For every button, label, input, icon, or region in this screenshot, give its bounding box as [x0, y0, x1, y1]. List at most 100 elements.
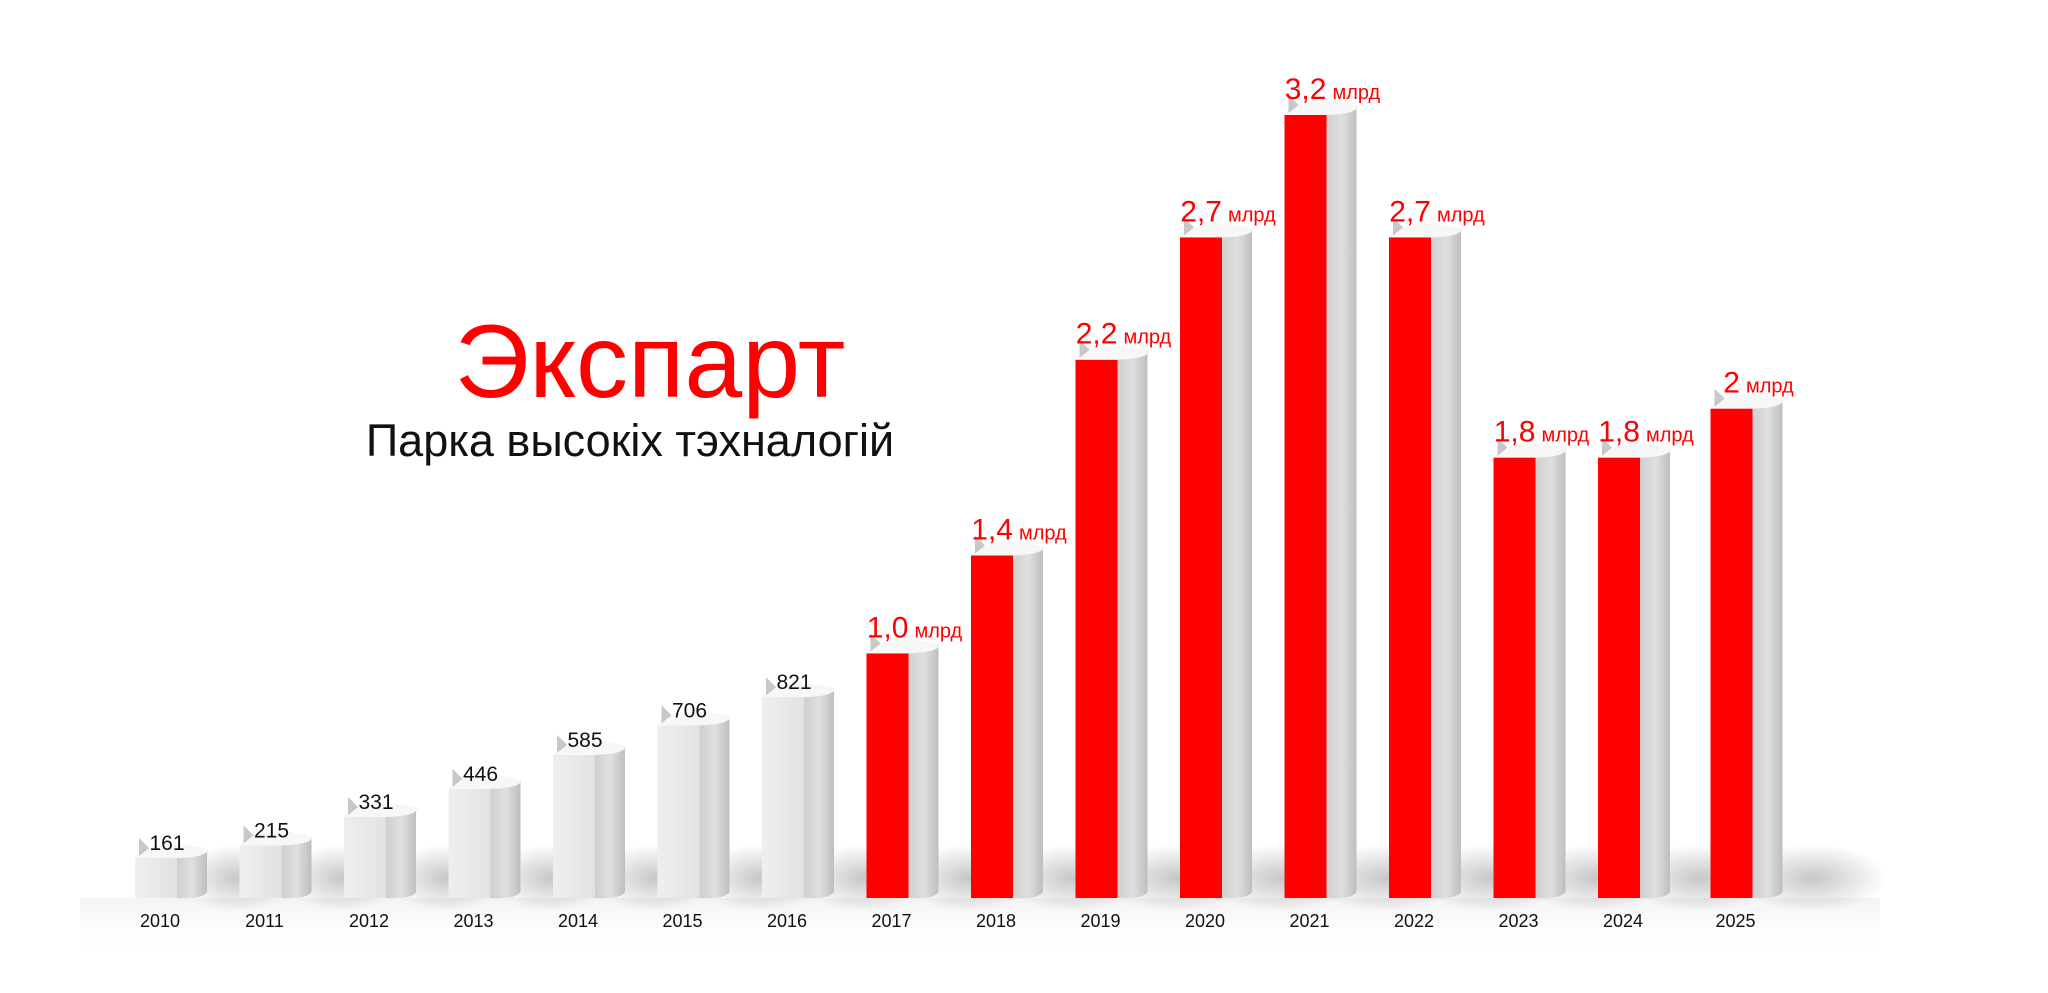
bar-front-2010 [135, 858, 177, 898]
data-label-2025: 2 млрд [1723, 367, 1794, 400]
data-label-unit-2023: млрд [1541, 425, 1589, 447]
data-label-number-2013: 446 [463, 763, 498, 786]
x-tick-label-2020: 2020 [1185, 911, 1225, 931]
bar-side-2019 [1117, 350, 1148, 899]
data-label-unit-2024: млрд [1646, 425, 1694, 447]
x-tick-label-2012: 2012 [349, 911, 389, 931]
bar-side-2011 [281, 836, 312, 899]
bar-2025 [1710, 388, 1783, 899]
data-label-2023: 1,8 млрд [1494, 416, 1590, 449]
x-tick-label-2010: 2010 [140, 911, 180, 931]
data-label-number-2025: 2 [1723, 367, 1740, 400]
bar-front-2019 [1075, 359, 1118, 898]
bar-side-2025 [1752, 399, 1783, 899]
data-label-number-2023: 1,8 [1494, 416, 1536, 449]
data-label-2010: 161 [149, 832, 184, 855]
bar-top-2010 [135, 844, 208, 858]
bars-group [135, 95, 1783, 899]
data-label-2014: 585 [567, 729, 602, 752]
data-label-number-2012: 331 [358, 791, 393, 814]
x-tick-label-2023: 2023 [1498, 911, 1538, 931]
bar-top-2023 [1493, 443, 1566, 458]
bar-top-2013 [448, 775, 521, 789]
bar-top-2011 [239, 831, 312, 846]
data-label-number-2015: 706 [672, 699, 707, 722]
bar-2014 [553, 734, 626, 899]
data-label-number-2017: 1,0 [867, 611, 909, 644]
data-label-unit-2018: млрд [1019, 522, 1067, 544]
bar-side-2021 [1326, 106, 1357, 899]
bar-2013 [448, 768, 521, 899]
bar-2017 [866, 633, 939, 899]
x-tick-label-2021: 2021 [1289, 911, 1329, 931]
bar-front-2021 [1284, 115, 1327, 898]
bar-top-2018 [971, 541, 1044, 556]
bar-side-2015 [699, 716, 730, 899]
bar-side-2024 [1640, 448, 1671, 899]
bar-top-2025 [1710, 394, 1783, 409]
bar-notch-2017 [870, 633, 881, 652]
bar-top-2021 [1284, 101, 1357, 115]
x-tick-label-2014: 2014 [558, 911, 598, 931]
bar-2021 [1284, 95, 1357, 899]
data-label-2020: 2,7 млрд [1180, 195, 1276, 228]
bar-2023 [1493, 437, 1566, 899]
bar-top-2016 [762, 683, 835, 698]
bar-notch-2021 [1288, 95, 1299, 113]
bar-notch-2013 [452, 768, 463, 787]
bar-notch-2015 [661, 705, 672, 724]
bar-notch-2011 [243, 825, 254, 844]
data-label-unit-2022: млрд [1437, 204, 1485, 226]
bar-front-2015 [657, 725, 700, 898]
bar-front-2024 [1598, 457, 1640, 898]
data-label-number-2018: 1,4 [971, 513, 1013, 546]
bar-top-2014 [553, 741, 626, 755]
data-label-2017: 1,0 млрд [867, 611, 963, 644]
data-label-2021: 3,2 млрд [1285, 73, 1381, 106]
data-label-2015: 706 [672, 699, 707, 722]
data-label-2012: 331 [358, 791, 393, 814]
bar-2016 [762, 677, 835, 899]
data-label-unit-2025: млрд [1746, 376, 1794, 398]
data-label-number-2010: 161 [149, 832, 184, 855]
bar-front-2012 [344, 817, 386, 898]
bar-front-2014 [553, 754, 595, 898]
bar-top-2022 [1389, 223, 1462, 238]
bar-front-2016 [762, 697, 804, 898]
bar-2011 [239, 825, 312, 899]
bar-top-2017 [866, 639, 939, 654]
bar-side-2022 [1431, 228, 1462, 899]
bar-notch-2023 [1497, 437, 1508, 456]
bar-notch-2022 [1393, 217, 1403, 236]
bar-front-2013 [448, 788, 491, 898]
bar-front-2025 [1710, 408, 1753, 898]
x-tick-label-2013: 2013 [453, 911, 493, 931]
data-label-2011: 215 [254, 819, 289, 842]
bar-side-2018 [1013, 546, 1044, 899]
data-label-2024: 1,8 млрд [1598, 416, 1694, 449]
x-tick-label-2016: 2016 [767, 911, 807, 931]
bar-side-2010 [177, 849, 208, 899]
bar-front-2023 [1493, 457, 1536, 898]
bar-front-2020 [1180, 237, 1222, 898]
bar-front-2011 [239, 845, 282, 898]
data-label-unit-2020: млрд [1228, 204, 1276, 226]
bar-2022 [1389, 217, 1462, 899]
bar-notch-2016 [766, 677, 776, 696]
x-tick-label-2022: 2022 [1394, 911, 1434, 931]
data-label-2019: 2,2 млрд [1076, 318, 1172, 351]
bar-notch-2025 [1714, 388, 1725, 407]
x-axis-ticks: 2010 2011 2012 2013 2014 2015 2016 2017 2018 2019… [140, 911, 1756, 931]
data-label-unit-2017: млрд [914, 620, 962, 642]
bar-front-2017 [866, 653, 909, 898]
data-label-number-2011: 215 [254, 819, 289, 842]
bar-side-2017 [908, 644, 939, 899]
x-tick-label-2017: 2017 [871, 911, 911, 931]
data-label-number-2022: 2,7 [1389, 195, 1431, 228]
bar-top-2019 [1075, 345, 1148, 360]
bar-notch-2010 [139, 838, 149, 856]
data-label-2013: 446 [463, 763, 498, 786]
bar-side-2020 [1222, 228, 1253, 899]
